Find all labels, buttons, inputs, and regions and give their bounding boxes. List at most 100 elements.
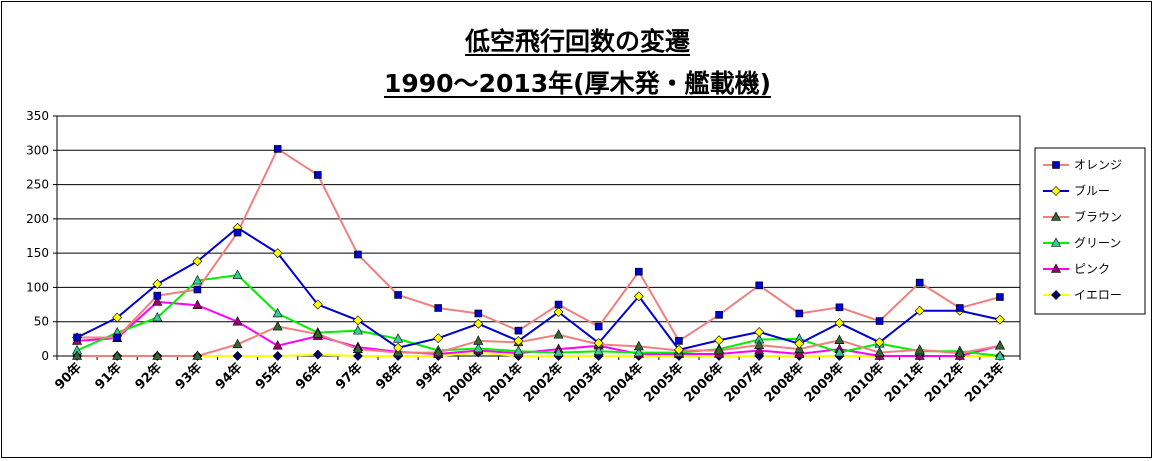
data-point-s3 [72, 350, 83, 360]
data-point-s4 [593, 345, 604, 356]
data-point-s1 [996, 293, 1004, 301]
data-point-s5 [794, 348, 805, 358]
series-line-6 [77, 351, 1000, 357]
data-point-s5 [754, 344, 765, 355]
x-tick-label: 2005年 [641, 360, 687, 406]
data-point-s3 [473, 335, 484, 345]
x-tick-label: 2002年 [520, 360, 566, 406]
y-tick-label: 0 [41, 349, 49, 363]
data-point-s4 [192, 274, 203, 285]
data-point-s1 [594, 322, 603, 331]
x-tick-label: 2008年 [761, 360, 807, 406]
data-point-s1 [394, 291, 402, 299]
data-point-s4 [513, 345, 524, 356]
data-point-s4 [152, 311, 163, 322]
data-point-s1 [73, 333, 81, 342]
legend-label: ブルー [1074, 183, 1110, 198]
legend-label: グリーン [1074, 236, 1121, 250]
x-tick-label: 2011年 [881, 360, 927, 406]
x-tick-label: 90年 [52, 360, 85, 393]
data-point-s2 [714, 335, 724, 346]
data-point-s2 [112, 312, 123, 323]
data-point-s4 [834, 346, 845, 357]
data-point-s2 [874, 337, 885, 348]
data-point-s2 [272, 248, 283, 259]
data-point-s2 [353, 315, 363, 326]
data-point-s1 [474, 309, 483, 318]
legend-label: イエロー [1074, 288, 1122, 302]
x-tick-label: 94年 [212, 360, 245, 393]
chart-title-line2-text: 1990～2013年(厚木発・艦載機) [383, 69, 771, 98]
legend-label: オレンジ [1074, 158, 1122, 172]
data-point-s3 [553, 329, 564, 339]
x-tick-label: 99年 [413, 360, 446, 393]
data-point-s2 [593, 338, 604, 348]
data-point-s1 [233, 228, 242, 237]
legend-marker [1051, 263, 1061, 273]
y-tick-label: 50 [34, 315, 49, 329]
data-point-s2 [794, 338, 805, 349]
data-point-s1 [675, 337, 683, 345]
data-point-s2 [914, 305, 925, 316]
series-line-1 [77, 147, 1001, 342]
legend-marker [1051, 290, 1061, 300]
y-tick-label: 350 [26, 109, 49, 123]
y-tick-label: 100 [26, 280, 49, 294]
x-tick-label: 97年 [332, 360, 365, 393]
x-tick-label: 2004年 [601, 360, 647, 406]
y-tick-label: 200 [26, 212, 49, 226]
data-point-s4 [393, 333, 404, 343]
chart-title-line1: 低空飛行回数の変遷 [0, 22, 1155, 58]
data-point-s3 [714, 344, 725, 355]
legend-box [1034, 147, 1146, 315]
data-point-s5 [152, 296, 163, 306]
data-point-s5 [232, 316, 243, 326]
x-tick-label: 98年 [373, 360, 406, 393]
data-point-s1 [835, 303, 844, 312]
data-point-s3 [112, 350, 123, 360]
x-tick-label: 95年 [252, 360, 285, 393]
data-point-s3 [152, 350, 163, 360]
data-point-s6 [353, 351, 363, 361]
data-point-s3 [192, 350, 203, 360]
data-point-s2 [633, 291, 644, 302]
data-point-s6 [232, 351, 243, 361]
x-tick-label: 2000年 [440, 360, 486, 406]
data-point-s1 [795, 309, 804, 318]
data-point-s2 [674, 344, 684, 355]
x-tick-label: 2009年 [801, 360, 847, 406]
data-point-s3 [312, 328, 323, 338]
data-point-s2 [553, 307, 564, 318]
data-point-s3 [954, 347, 965, 358]
data-point-s2 [834, 318, 845, 329]
data-point-s3 [874, 346, 885, 357]
y-tick-label: 250 [26, 178, 49, 192]
legend-marker [1051, 186, 1061, 196]
data-point-s6 [272, 351, 283, 361]
data-point-s3 [914, 344, 925, 354]
data-point-s3 [232, 338, 243, 349]
data-point-s1 [875, 317, 884, 325]
data-point-s2 [152, 279, 163, 289]
data-point-s1 [755, 281, 763, 290]
data-point-s3 [754, 339, 765, 349]
legend-marker [1051, 237, 1061, 247]
data-point-s3 [272, 320, 283, 331]
data-point-s6 [312, 349, 323, 360]
data-point-s4 [232, 269, 243, 279]
x-tick-label: 2010年 [841, 360, 887, 406]
data-point-s4 [633, 346, 644, 357]
chart-title-line2: 1990～2013年(厚木発・艦載機) [0, 64, 1155, 100]
plot-area [56, 115, 1021, 357]
data-point-s2 [754, 327, 765, 337]
data-point-s4 [473, 342, 484, 353]
x-tick-label: 2006年 [681, 360, 727, 406]
x-tick-label: 93年 [172, 360, 205, 393]
data-point-s1 [635, 267, 643, 276]
data-point-s1 [915, 278, 924, 287]
data-point-s1 [193, 285, 202, 294]
y-tick-label: 150 [26, 246, 49, 260]
x-tick-label: 2013年 [962, 360, 1008, 406]
data-point-s4 [272, 307, 283, 318]
